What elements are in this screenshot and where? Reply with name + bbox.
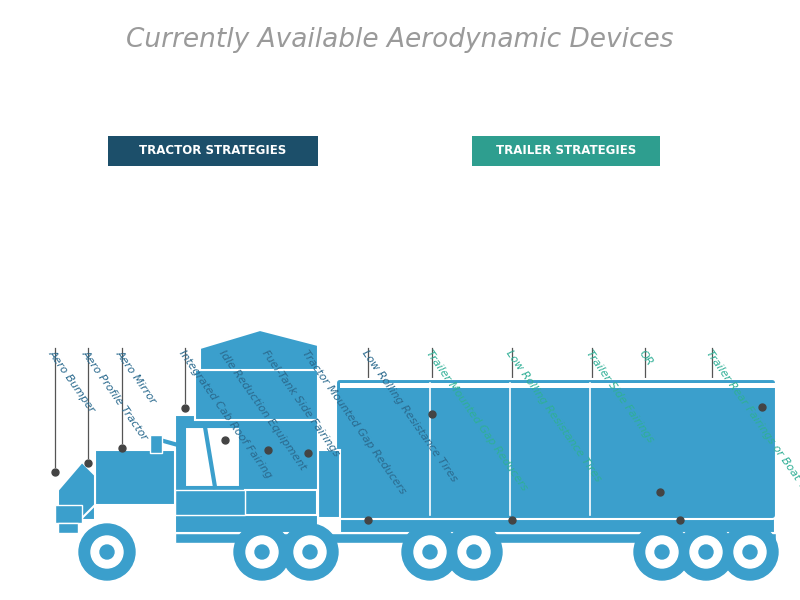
Text: Trailer Mounted Gap Reducers: Trailer Mounted Gap Reducers xyxy=(424,348,529,492)
Text: Low Rolling Resistance Tires: Low Rolling Resistance Tires xyxy=(504,348,602,484)
Circle shape xyxy=(246,536,278,568)
Bar xyxy=(58,523,78,533)
Bar xyxy=(318,533,776,543)
Circle shape xyxy=(79,524,135,580)
Bar xyxy=(55,505,82,523)
Text: Low Rolling Resistance Tires: Low Rolling Resistance Tires xyxy=(360,348,458,484)
Bar xyxy=(150,435,162,453)
Circle shape xyxy=(234,524,290,580)
Text: Trailer Side Fairings: Trailer Side Fairings xyxy=(584,348,655,444)
Bar xyxy=(175,490,245,515)
Text: Idle Reduction Equipment: Idle Reduction Equipment xyxy=(217,348,307,472)
Circle shape xyxy=(100,545,114,559)
Text: OR: OR xyxy=(637,348,654,367)
Polygon shape xyxy=(58,462,95,518)
Circle shape xyxy=(655,545,669,559)
Bar xyxy=(108,136,318,166)
Bar xyxy=(245,490,317,520)
Circle shape xyxy=(634,524,690,580)
Bar xyxy=(472,136,660,166)
Circle shape xyxy=(282,524,338,580)
Polygon shape xyxy=(82,450,175,520)
Circle shape xyxy=(303,545,317,559)
Circle shape xyxy=(678,524,734,580)
Circle shape xyxy=(734,536,766,568)
Bar xyxy=(340,515,775,533)
Text: Aero Bumper: Aero Bumper xyxy=(47,348,97,414)
Bar xyxy=(318,450,340,518)
Text: Aero Mirror: Aero Mirror xyxy=(114,348,158,405)
Text: TRAILER STRATEGIES: TRAILER STRATEGIES xyxy=(496,145,636,157)
Text: Aero Profile Tractor: Aero Profile Tractor xyxy=(80,348,150,442)
Bar xyxy=(185,427,240,487)
Bar xyxy=(340,383,775,388)
Circle shape xyxy=(446,524,502,580)
Circle shape xyxy=(294,536,326,568)
Circle shape xyxy=(743,545,757,559)
Polygon shape xyxy=(340,383,775,515)
Circle shape xyxy=(458,536,490,568)
Circle shape xyxy=(722,524,778,580)
Text: Trailer Rear Fairings or Boat Tail: Trailer Rear Fairings or Boat Tail xyxy=(704,348,800,500)
Polygon shape xyxy=(200,330,318,370)
FancyBboxPatch shape xyxy=(336,379,776,519)
Bar xyxy=(175,415,318,523)
Circle shape xyxy=(414,536,446,568)
Circle shape xyxy=(646,536,678,568)
Text: Currently Available Aerodynamic Devices: Currently Available Aerodynamic Devices xyxy=(126,27,674,53)
Text: TRACTOR STRATEGIES: TRACTOR STRATEGIES xyxy=(139,145,286,157)
Circle shape xyxy=(467,545,481,559)
Text: Tractor Mounted Gap Reducers: Tractor Mounted Gap Reducers xyxy=(300,348,407,496)
Bar xyxy=(195,370,318,420)
Bar xyxy=(175,533,340,543)
Circle shape xyxy=(91,536,123,568)
Text: Fuel-Tank Side Fairings: Fuel-Tank Side Fairings xyxy=(260,348,341,458)
Circle shape xyxy=(699,545,713,559)
Bar xyxy=(175,515,318,533)
Circle shape xyxy=(402,524,458,580)
Circle shape xyxy=(423,545,437,559)
Circle shape xyxy=(255,545,269,559)
Text: Integrated Cab Roof Fairing: Integrated Cab Roof Fairing xyxy=(177,348,274,480)
Circle shape xyxy=(690,536,722,568)
